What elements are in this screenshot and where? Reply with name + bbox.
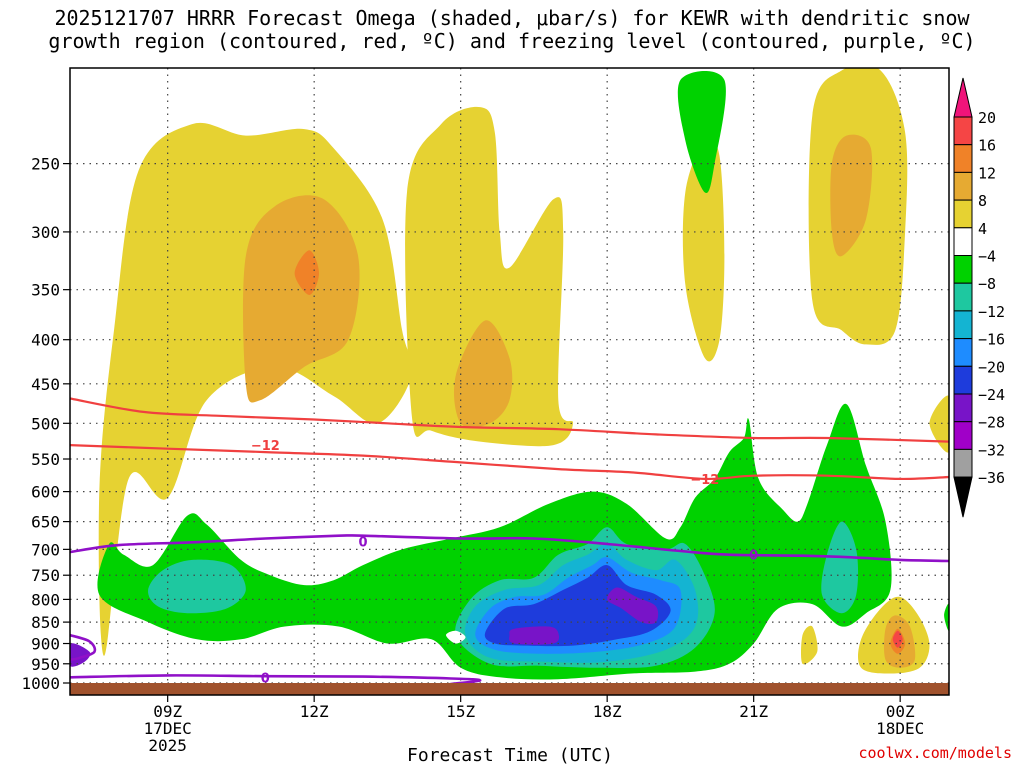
- colorbar-label: −20: [978, 358, 1005, 376]
- omega-region: [821, 521, 859, 614]
- colorbar: 20 16 12 8 4 −4 −8 −12 −16 −20 −24 −28 −32 −36: [953, 77, 1005, 518]
- contour-label: −12: [690, 473, 719, 488]
- y-tick-label: 1000: [21, 674, 60, 693]
- colorbar-label: 20: [978, 109, 996, 127]
- colorbar-label: −4: [978, 248, 996, 266]
- omega-region: [944, 603, 949, 631]
- omega-region: [509, 626, 560, 645]
- contour-label: 0: [261, 671, 270, 686]
- contour-label: 0: [358, 535, 367, 550]
- colorbar-label: 12: [978, 164, 996, 182]
- omega-region: [929, 395, 949, 453]
- colorbar-label: −28: [978, 414, 1005, 432]
- omega-region: [148, 559, 246, 614]
- y-tick-label: 450: [31, 375, 60, 394]
- colorbar-swatch: [953, 448, 973, 478]
- colorbar-swatch: [953, 227, 973, 257]
- freezing-level-line: [70, 534, 949, 563]
- colorbar-swatch: [953, 282, 973, 312]
- colorbar-label: 16: [978, 137, 996, 155]
- y-tick-label: 550: [31, 450, 60, 469]
- dgz-contour-line: [70, 444, 949, 481]
- ground-terrain: [70, 683, 949, 695]
- y-tick-label: 300: [31, 223, 60, 242]
- y-tick-label: 750: [31, 566, 60, 585]
- contour-label: −12: [251, 439, 280, 454]
- y-tick-label: 650: [31, 513, 60, 532]
- x-tick-label: 17DEC: [144, 719, 192, 738]
- colorbar-label: −36: [978, 469, 1005, 487]
- colorbar-top-arrow: [953, 77, 973, 118]
- omega-region: [607, 587, 659, 624]
- omega-region: [70, 643, 91, 667]
- y-tick-label: 350: [31, 281, 60, 300]
- x-tick-label: 15Z: [446, 702, 475, 721]
- x-tick-label: 21Z: [739, 702, 768, 721]
- y-tick-label: 700: [31, 540, 60, 559]
- x-tick-label: 18Z: [593, 702, 622, 721]
- omega-region: [830, 134, 873, 257]
- omega-region: [484, 564, 671, 647]
- colorbar-swatch: [953, 116, 973, 146]
- colorbar-swatch: [953, 171, 973, 201]
- colorbar-label: −12: [978, 303, 1005, 321]
- omega-region: [892, 630, 903, 648]
- colorbar-swatch: [953, 393, 973, 423]
- omega-region: [294, 250, 319, 295]
- x-tick-label: 12Z: [300, 702, 329, 721]
- chart-title-line-1: 2025121707 HRRR Forecast Omega (shaded, …: [54, 6, 970, 30]
- omega-region: [405, 106, 574, 447]
- colorbar-label: 4: [978, 220, 987, 238]
- colorbar-swatch: [953, 144, 973, 173]
- y-tick-label: 250: [31, 155, 60, 174]
- colorbar-swatch: [953, 338, 973, 367]
- y-tick-label: 400: [31, 331, 60, 350]
- gridlines: [70, 68, 949, 695]
- omega-region: [453, 320, 513, 428]
- omega-shading: [70, 68, 949, 680]
- chart-title-line-2: growth region (contoured, red, ºC) and f…: [48, 29, 976, 53]
- y-tick-label: 900: [31, 635, 60, 654]
- colorbar-label: −16: [978, 331, 1005, 349]
- y-axis: 250 300 350 400 450 500 550 600 650 700 750 800 850 9…: [21, 155, 70, 693]
- credit-text: coolwx.com/models: [858, 744, 1012, 762]
- y-tick-label: 950: [31, 655, 60, 674]
- omega-region: [800, 625, 818, 665]
- y-tick-label: 600: [31, 483, 60, 502]
- y-tick-label: 800: [31, 590, 60, 609]
- x-axis-title: Forecast Time (UTC): [407, 745, 613, 766]
- dgz-contour-line: [70, 397, 949, 443]
- colorbar-bottom-arrow: [953, 476, 973, 518]
- x-tick-label: 18DEC: [876, 719, 924, 738]
- plot-frame: [69, 67, 950, 696]
- x-tick-label: 2025: [148, 736, 187, 755]
- x-tick-label: 00Z: [886, 702, 915, 721]
- colorbar-swatch: [953, 365, 973, 395]
- colorbar-label: 8: [978, 192, 987, 210]
- colorbar-swatch: [953, 310, 973, 340]
- colorbar-swatch: [953, 421, 973, 450]
- contour-label: 0: [749, 549, 758, 564]
- omega-region: [677, 70, 726, 194]
- colorbar-label: −8: [978, 275, 996, 293]
- omega-region: [242, 195, 360, 403]
- colorbar-label: −24: [978, 386, 1005, 404]
- omega-region: [682, 137, 725, 362]
- colorbar-label: −32: [978, 441, 1005, 459]
- contour-labels: −12 −12 0 0 0: [251, 439, 758, 686]
- colorbar-swatch: [953, 255, 973, 284]
- y-tick-label: 850: [31, 613, 60, 632]
- y-tick-label: 500: [31, 414, 60, 433]
- freezing-level-line: [70, 633, 97, 662]
- x-tick-label: 09Z: [153, 702, 182, 721]
- colorbar-swatch: [953, 199, 973, 229]
